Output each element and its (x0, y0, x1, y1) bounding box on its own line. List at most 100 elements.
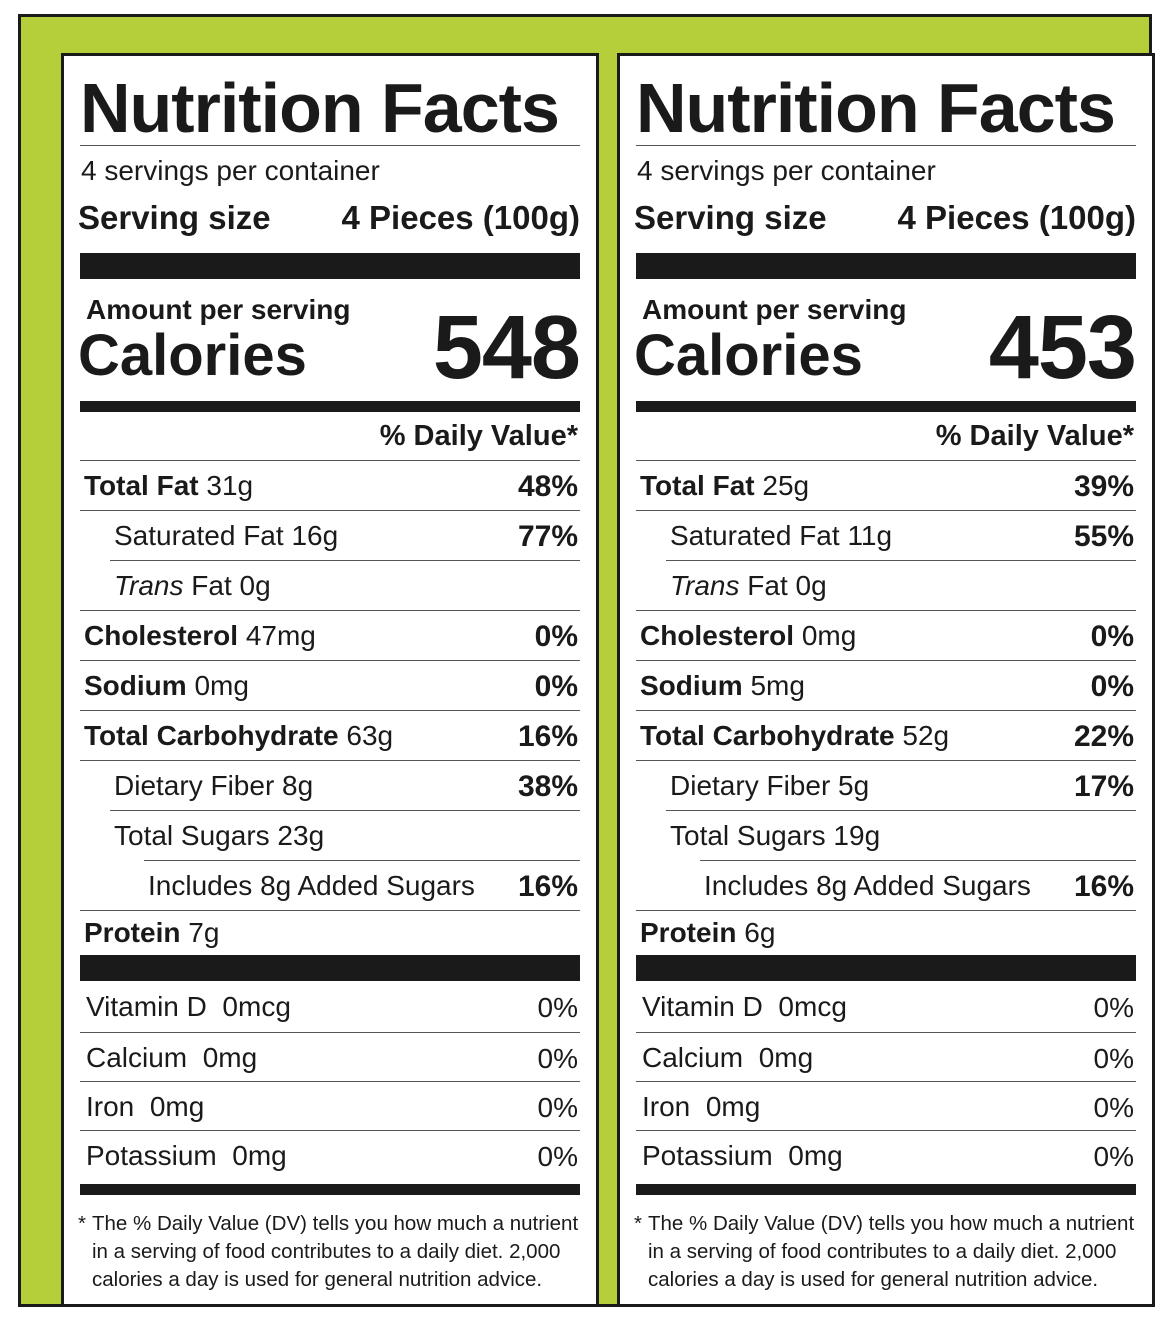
nutrient-name: Total Sugars (114, 820, 270, 851)
nutrient-name: Cholesterol (84, 620, 239, 651)
nutrient-amount: 11g (847, 520, 893, 551)
medium-divider (80, 401, 580, 412)
nutrient-name-suffix: Fat (191, 570, 232, 601)
vitamin-row: Iron 0mg 0% (80, 1083, 580, 1131)
row-divider (636, 1130, 1136, 1131)
row-divider (80, 1081, 580, 1082)
serving-size-label: Serving size (78, 199, 271, 236)
nutrient-amount: 5mg (750, 670, 805, 701)
vitamin-amount: 0mg (705, 1091, 761, 1122)
nutrient-amount: 47mg (245, 620, 316, 651)
row-divider (110, 560, 580, 561)
footnote-asterisk: * (634, 1212, 642, 1235)
nutrient-row-trans-fat: Trans Fat 0g (80, 562, 580, 610)
vitamin-dv: 0% (537, 1141, 578, 1172)
vitamin-name: Iron (642, 1091, 691, 1122)
nutrient-name: Includes 8g Added Sugars (148, 870, 475, 901)
nutrient-row-dietary-fiber: Dietary Fiber 5g 17% (636, 762, 1136, 810)
nutrient-row-sodium: Sodium 5mg 0% (636, 662, 1136, 710)
vitamin-amount: 0mg (202, 1042, 258, 1073)
nutrient-amount: 31g (206, 470, 254, 501)
vitamin-name: Calcium (642, 1042, 744, 1073)
nutrient-dv: 17% (1073, 770, 1134, 803)
row-divider (636, 1032, 1136, 1033)
nutrient-name: Cholesterol (640, 620, 795, 651)
medium-divider (80, 1184, 580, 1195)
amount-per-serving: Amount per serving (642, 294, 907, 325)
nutrient-row-added-sugars: Includes 8g Added Sugars 16% (636, 862, 1136, 910)
nutrient-name: Trans (114, 570, 184, 601)
nutrient-row-protein: Protein 7g (80, 909, 580, 957)
nutrient-row-saturated-fat: Saturated Fat 11g 55% (636, 512, 1136, 560)
row-divider (666, 810, 1136, 811)
row-divider (80, 760, 580, 761)
vitamin-dv: 0% (537, 992, 578, 1023)
nutrient-name: Trans (670, 570, 740, 601)
row-divider (110, 810, 580, 811)
vitamin-amount: 0mcg (222, 991, 291, 1022)
row-divider (80, 1032, 580, 1033)
nutrient-dv: 77% (517, 520, 578, 553)
vitamin-row: Calcium 0mg 0% (80, 1034, 580, 1082)
footnote: * The % Daily Value (DV) tells you how m… (78, 1210, 583, 1294)
row-divider (80, 660, 580, 661)
calories-value: 453 (988, 298, 1137, 398)
servings-per-container: 4 servings per container (637, 155, 936, 186)
nutrient-row-total-sugars: Total Sugars 23g (80, 812, 580, 860)
row-divider (636, 710, 1136, 711)
nutrient-dv: 39% (1073, 470, 1134, 503)
nutrient-dv: 16% (517, 720, 578, 753)
row-divider (666, 560, 1136, 561)
green-frame: Nutrition Facts 4 servings per container… (18, 14, 1155, 1307)
nutrient-amount: 0g (795, 570, 827, 601)
nutrient-amount: 25g (762, 470, 810, 501)
row-divider (80, 460, 580, 461)
nutrient-dv: 16% (517, 870, 578, 903)
row-divider (80, 510, 580, 511)
nutrient-name: Saturated Fat (114, 520, 284, 551)
nutrient-name: Dietary Fiber (670, 770, 831, 801)
vitamin-row: Iron 0mg 0% (636, 1083, 1136, 1131)
nutrient-amount: 6g (744, 917, 776, 948)
label-title: Nutrition Facts (636, 69, 1116, 147)
row-divider (636, 760, 1136, 761)
nutrient-row-protein: Protein 6g (636, 909, 1136, 957)
amount-per-serving: Amount per serving (86, 294, 351, 325)
vitamin-name: Potassium (86, 1140, 217, 1171)
vitamin-row: Vitamin D 0mcg 0% (636, 983, 1136, 1031)
nutrient-amount: 8g (282, 770, 314, 801)
medium-divider (636, 401, 1136, 412)
nutrient-row-trans-fat: Trans Fat 0g (636, 562, 1136, 610)
calories-label: Calories (634, 323, 863, 388)
vitamin-dv: 0% (1093, 1092, 1134, 1123)
nutrient-name: Sodium (640, 670, 743, 701)
serving-size-value: 4 Pieces (100g) (341, 199, 580, 236)
nutrient-name: Dietary Fiber (114, 770, 275, 801)
nutrient-amount: 63g (346, 720, 394, 751)
serving-size-value: 4 Pieces (100g) (897, 199, 1136, 236)
vitamin-name: Vitamin D (642, 991, 763, 1022)
nutrient-name: Saturated Fat (670, 520, 840, 551)
nutrient-row-added-sugars: Includes 8g Added Sugars 16% (80, 862, 580, 910)
vitamin-dv: 0% (537, 1043, 578, 1074)
nutrient-amount: 16g (291, 520, 339, 551)
thick-divider (636, 955, 1136, 981)
nutrient-dv: 0% (534, 670, 578, 703)
calories-value: 548 (432, 298, 581, 398)
row-divider (636, 910, 1136, 911)
calories-label: Calories (78, 323, 307, 388)
nutrient-dv: 0% (534, 620, 578, 653)
nutrient-amount: 52g (902, 720, 950, 751)
nutrient-row-total-carbohydrate: Total Carbohydrate 52g 22% (636, 712, 1136, 760)
nutrient-row-cholesterol: Cholesterol 0mg 0% (636, 612, 1136, 660)
nutrient-name: Protein (84, 917, 181, 948)
row-divider (80, 610, 580, 611)
vitamin-dv: 0% (1093, 1141, 1134, 1172)
row-divider (144, 860, 580, 861)
nutrient-row-saturated-fat: Saturated Fat 16g 77% (80, 512, 580, 560)
vitamin-amount: 0mg (788, 1140, 843, 1171)
nutrient-row-sodium: Sodium 0mg 0% (80, 662, 580, 710)
vitamin-name: Iron (86, 1091, 135, 1122)
row-divider (80, 710, 580, 711)
vitamin-name: Calcium (86, 1042, 188, 1073)
